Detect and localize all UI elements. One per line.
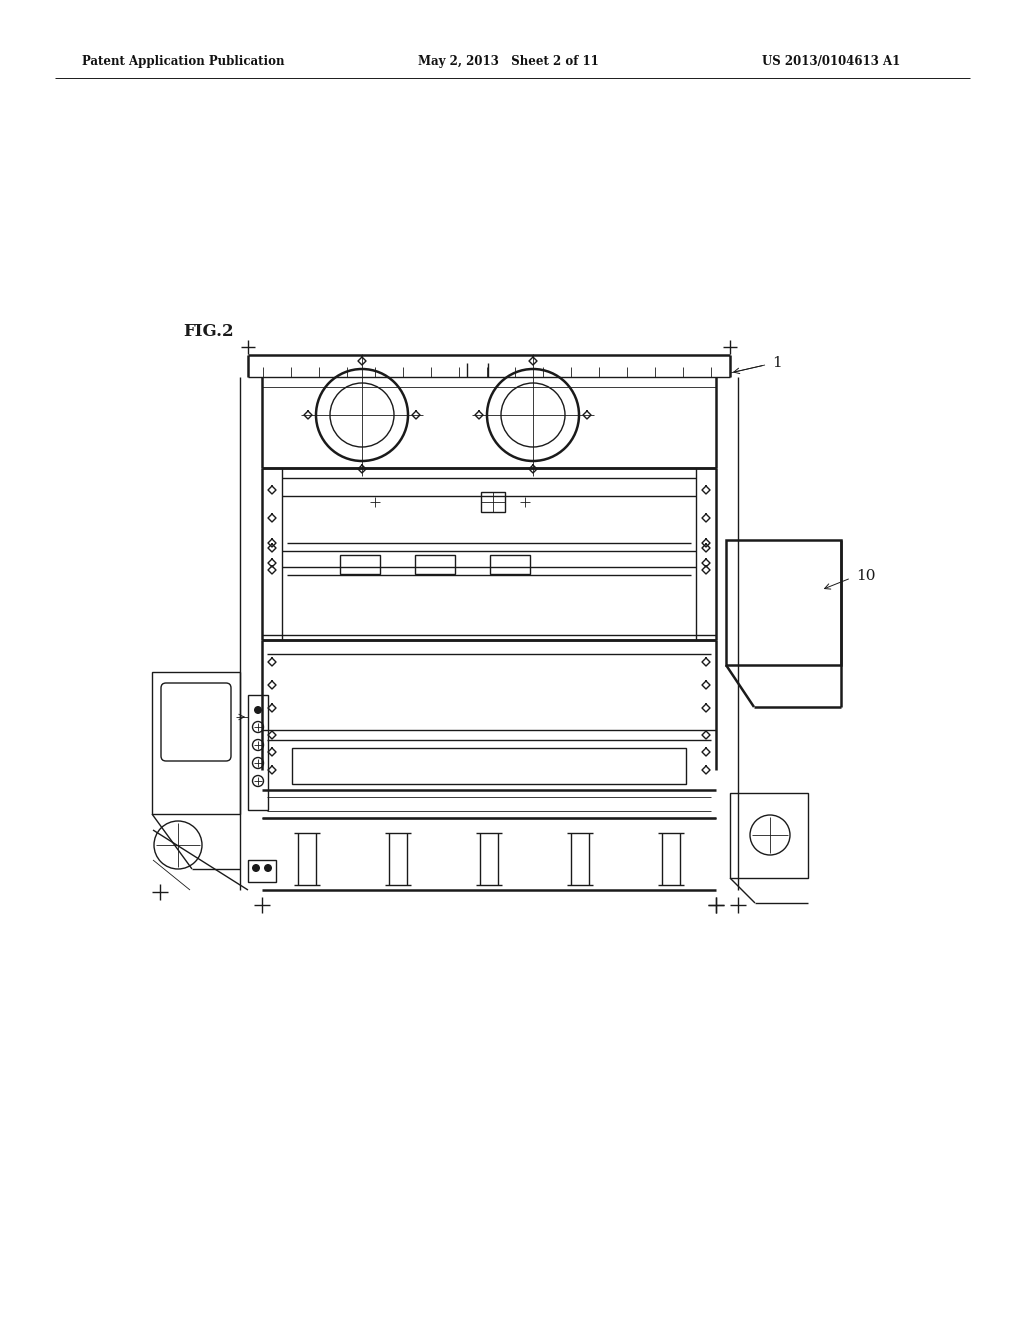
Bar <box>248 696 268 810</box>
Text: US 2013/0104613 A1: US 2013/0104613 A1 <box>762 55 900 69</box>
Text: 1: 1 <box>772 356 781 370</box>
Circle shape <box>254 706 262 714</box>
Bar <box>340 554 380 574</box>
Bar <box>248 861 276 882</box>
Text: May 2, 2013   Sheet 2 of 11: May 2, 2013 Sheet 2 of 11 <box>418 55 599 69</box>
Bar <box>415 554 455 574</box>
Circle shape <box>252 865 260 873</box>
Text: FIG.2: FIG.2 <box>183 323 233 341</box>
Bar <box>152 672 240 814</box>
Text: 10: 10 <box>856 569 876 583</box>
Bar <box>481 492 505 512</box>
Bar <box>292 748 686 784</box>
Bar <box>726 540 841 665</box>
Circle shape <box>264 865 272 873</box>
Text: Patent Application Publication: Patent Application Publication <box>82 55 285 69</box>
Bar <box>490 554 530 574</box>
Bar <box>730 793 808 878</box>
